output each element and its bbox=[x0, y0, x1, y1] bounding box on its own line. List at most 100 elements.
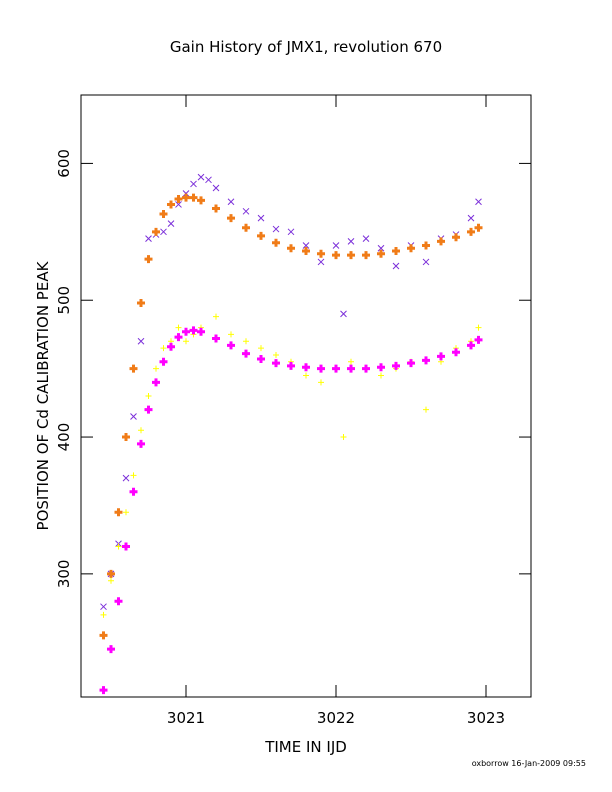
data-point bbox=[317, 249, 325, 258]
data-point bbox=[437, 352, 445, 361]
data-point bbox=[175, 201, 182, 208]
data-point bbox=[362, 251, 370, 260]
data-point bbox=[377, 363, 385, 372]
y-axis-label: POSITION OF Cd CALIBRATION PEAK bbox=[34, 260, 52, 530]
data-point bbox=[189, 326, 198, 335]
y-axis: 300 400 500 600 bbox=[55, 149, 531, 588]
data-point bbox=[474, 335, 483, 344]
data-point bbox=[475, 324, 482, 331]
chart-title: Gain History of JMX1, revolution 670 bbox=[170, 38, 442, 56]
data-point bbox=[228, 331, 234, 338]
data-point bbox=[122, 474, 130, 482]
data-point bbox=[114, 597, 123, 606]
data-point bbox=[332, 242, 340, 249]
data-point bbox=[144, 405, 153, 414]
data-point bbox=[137, 439, 145, 448]
data-point bbox=[258, 345, 264, 352]
data-point bbox=[100, 603, 107, 611]
data-point bbox=[347, 251, 355, 260]
data-point bbox=[174, 333, 183, 342]
data-point bbox=[145, 393, 152, 399]
data-point bbox=[302, 246, 310, 255]
data-point bbox=[159, 357, 168, 366]
data-point bbox=[287, 244, 295, 253]
footer-credit: oxborrow 16-Jan-2009 09:55 bbox=[472, 759, 586, 768]
data-point bbox=[272, 238, 280, 247]
data-point bbox=[423, 406, 429, 413]
data-point bbox=[108, 577, 114, 584]
data-point bbox=[287, 361, 295, 370]
x-axis-label: TIME IN IJD bbox=[264, 738, 347, 756]
data-point bbox=[452, 348, 460, 357]
data-point bbox=[303, 372, 309, 379]
data-point bbox=[318, 379, 324, 386]
data-point bbox=[99, 686, 108, 695]
data-point bbox=[159, 210, 168, 219]
data-point bbox=[407, 244, 415, 253]
data-point bbox=[167, 220, 175, 227]
data-point bbox=[129, 487, 138, 496]
data-point bbox=[167, 342, 175, 351]
data-point bbox=[422, 258, 430, 266]
data-point bbox=[317, 258, 325, 266]
data-point bbox=[160, 345, 167, 352]
data-point bbox=[122, 433, 130, 442]
x-tick-label: 3022 bbox=[317, 709, 355, 727]
data-point bbox=[257, 214, 265, 222]
data-point bbox=[129, 364, 138, 373]
data-point bbox=[205, 176, 212, 184]
data-point bbox=[197, 196, 205, 205]
data-point bbox=[392, 262, 400, 270]
data-point bbox=[362, 235, 370, 243]
data-point bbox=[467, 341, 475, 350]
data-point bbox=[197, 173, 205, 181]
data-point bbox=[422, 241, 430, 250]
data-point bbox=[182, 327, 190, 336]
data-point bbox=[347, 238, 355, 245]
data-point bbox=[145, 235, 152, 243]
data-point bbox=[152, 227, 160, 236]
data-point bbox=[272, 359, 280, 368]
data-point bbox=[107, 569, 115, 578]
data-point bbox=[99, 631, 108, 640]
data-point bbox=[257, 355, 265, 364]
data-point bbox=[332, 364, 340, 373]
data-point bbox=[227, 214, 235, 223]
data-point bbox=[407, 359, 415, 368]
data-point bbox=[182, 190, 190, 197]
data-point bbox=[257, 231, 265, 240]
data-point bbox=[437, 237, 445, 246]
data-point bbox=[392, 361, 400, 370]
data-point bbox=[152, 378, 160, 387]
x-tick-label: 3021 bbox=[167, 709, 205, 727]
data-point bbox=[377, 244, 385, 252]
x-tick-label: 3023 bbox=[467, 709, 505, 727]
data-point bbox=[114, 508, 123, 517]
data-point bbox=[212, 204, 220, 213]
data-point bbox=[144, 255, 153, 264]
y-tick-label: 400 bbox=[55, 423, 73, 452]
y-tick-label: 600 bbox=[55, 149, 73, 178]
data-point bbox=[123, 509, 129, 516]
data-point bbox=[452, 233, 460, 242]
data-point bbox=[317, 364, 325, 373]
data-point bbox=[422, 356, 430, 365]
data-point bbox=[348, 358, 354, 365]
data-point bbox=[287, 228, 295, 236]
data-point bbox=[174, 194, 183, 203]
x-axis: 3021 3022 3023 bbox=[167, 95, 505, 727]
data-point bbox=[242, 349, 250, 358]
y-tick-label: 500 bbox=[55, 286, 73, 315]
data-point bbox=[467, 214, 475, 222]
data-point bbox=[302, 363, 310, 372]
data-point bbox=[190, 180, 197, 188]
data-point bbox=[189, 193, 198, 202]
data-series-0 bbox=[100, 173, 482, 611]
fit-series-2 bbox=[99, 193, 483, 640]
data-point bbox=[107, 645, 115, 654]
data-point bbox=[130, 413, 137, 420]
plot-area bbox=[99, 173, 483, 695]
data-point bbox=[153, 365, 159, 372]
y-tick-label: 300 bbox=[55, 560, 73, 589]
data-point bbox=[212, 184, 220, 192]
